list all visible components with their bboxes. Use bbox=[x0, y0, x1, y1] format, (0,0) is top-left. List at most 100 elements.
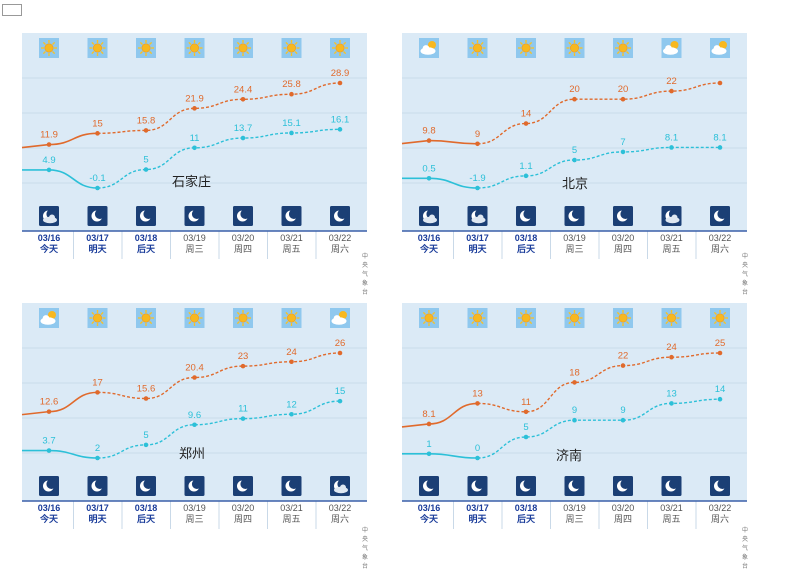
data-label: 14 bbox=[521, 109, 532, 120]
sun-ray bbox=[100, 321, 104, 325]
moon-icon bbox=[281, 206, 302, 226]
moon-shadow bbox=[191, 479, 202, 489]
sun-icon bbox=[467, 38, 488, 58]
data-point bbox=[523, 121, 529, 126]
date-tick-label: 03/22 周六 bbox=[318, 233, 362, 255]
data-point bbox=[192, 106, 197, 111]
day-text: 周三 bbox=[185, 514, 204, 524]
data-point bbox=[337, 350, 343, 356]
data-point bbox=[475, 401, 480, 406]
sun-disc bbox=[238, 313, 248, 323]
sun-ray bbox=[577, 321, 581, 325]
data-label: 24.4 bbox=[234, 84, 253, 95]
sun-ray bbox=[626, 311, 630, 315]
sun-icon bbox=[87, 38, 108, 58]
source-label: 中央气象台 bbox=[742, 528, 749, 570]
data-point bbox=[289, 91, 294, 97]
moon-icon bbox=[87, 206, 108, 226]
cloudy-sun-icon bbox=[419, 38, 439, 58]
sun-ray bbox=[723, 321, 727, 325]
data-point bbox=[426, 175, 432, 181]
sun-disc bbox=[473, 313, 483, 323]
moon-shadow bbox=[668, 479, 679, 489]
data-label: 1 bbox=[426, 439, 431, 450]
sun-icon bbox=[564, 308, 585, 328]
sun-ray bbox=[723, 311, 727, 315]
data-point bbox=[46, 409, 52, 414]
moon-shadow bbox=[94, 479, 105, 489]
sun-ray bbox=[432, 311, 436, 315]
day-text: 周五 bbox=[282, 514, 301, 524]
date-tick-label: 03/17 明天 bbox=[76, 503, 120, 525]
sun-ray bbox=[294, 321, 298, 325]
data-point bbox=[240, 96, 246, 102]
data-point bbox=[523, 173, 529, 179]
date-tick-label: 03/17 明天 bbox=[456, 233, 500, 255]
sun-disc bbox=[48, 311, 56, 319]
city-label: 石家庄 bbox=[172, 174, 212, 189]
date-text: 03/20 bbox=[611, 233, 635, 243]
cloud-shape bbox=[49, 214, 55, 221]
day-text: 周四 bbox=[233, 514, 252, 524]
sun-ray bbox=[42, 51, 46, 55]
day-text: 周三 bbox=[185, 244, 204, 254]
data-point bbox=[337, 80, 343, 86]
sun-icon bbox=[233, 38, 253, 58]
series-line-dashed bbox=[97, 82, 341, 135]
sun-icon bbox=[136, 308, 156, 328]
sun-ray bbox=[246, 311, 250, 315]
chart-svg: 11.9 15 15.8 21.9 24.4 25.8 28.9 4.9 -0.1 5 11 13.7… bbox=[21, 33, 367, 259]
data-point bbox=[143, 442, 149, 448]
sun-ray bbox=[577, 311, 581, 315]
date-text: 03/18 bbox=[514, 503, 538, 513]
date-tick-label: 03/17 明天 bbox=[76, 233, 120, 255]
date-text: 03/16 bbox=[37, 503, 61, 513]
sun-ray bbox=[529, 51, 533, 55]
sun-ray bbox=[333, 51, 337, 55]
data-point bbox=[192, 145, 197, 151]
sun-disc bbox=[473, 43, 483, 53]
date-text: 03/19 bbox=[183, 233, 206, 243]
data-label: 8.1 bbox=[713, 132, 726, 143]
date-text: 03/22 bbox=[708, 233, 732, 243]
data-point bbox=[669, 354, 674, 360]
sun-ray bbox=[197, 311, 201, 315]
sun-ray bbox=[188, 321, 192, 325]
date-tick-label: 03/19 周三 bbox=[173, 503, 217, 525]
cloud-shape bbox=[429, 214, 435, 221]
sun-icon bbox=[419, 308, 439, 328]
data-label: -1.9 bbox=[469, 173, 485, 184]
data-label: 9.8 bbox=[422, 126, 435, 137]
corner-frame bbox=[2, 4, 22, 16]
chart-svg: 8.1 13 11 18 22 24 25 1 0 5 9 9 13 14 bbox=[401, 303, 747, 529]
moon-icon bbox=[184, 206, 205, 226]
series-lead-line bbox=[401, 139, 430, 145]
chart-panel-shijiazhuang: 11.9 15 15.8 21.9 24.4 25.8 28.9 4.9 -0.1 5 11 13.7… bbox=[21, 33, 372, 296]
sun-disc bbox=[141, 43, 151, 53]
moon-icon bbox=[233, 476, 253, 496]
cloud-shape bbox=[340, 484, 346, 491]
sun-ray bbox=[197, 41, 201, 45]
data-label: 24 bbox=[286, 347, 297, 358]
sun-ray bbox=[616, 311, 620, 315]
series-lead-line bbox=[21, 410, 50, 416]
data-label: 2 bbox=[95, 443, 100, 454]
data-label: 26 bbox=[335, 338, 346, 349]
sun-ray bbox=[285, 321, 289, 325]
moon-icon bbox=[330, 206, 350, 226]
date-tick-label: 03/19 周三 bbox=[173, 233, 217, 255]
date-text: 03/17 bbox=[86, 503, 109, 513]
sun-disc bbox=[428, 41, 436, 49]
sun-disc bbox=[618, 43, 628, 53]
sun-disc bbox=[521, 313, 531, 323]
sun-ray bbox=[432, 321, 436, 325]
plot-background bbox=[22, 33, 367, 231]
sun-disc bbox=[666, 313, 676, 323]
series-lead-line bbox=[401, 423, 430, 428]
sun-ray bbox=[343, 41, 347, 45]
moon-icon bbox=[136, 206, 156, 226]
cloud-shape bbox=[477, 214, 484, 221]
sun-ray bbox=[422, 311, 426, 315]
series-line-solid bbox=[48, 132, 98, 146]
sun-ray bbox=[188, 311, 192, 315]
